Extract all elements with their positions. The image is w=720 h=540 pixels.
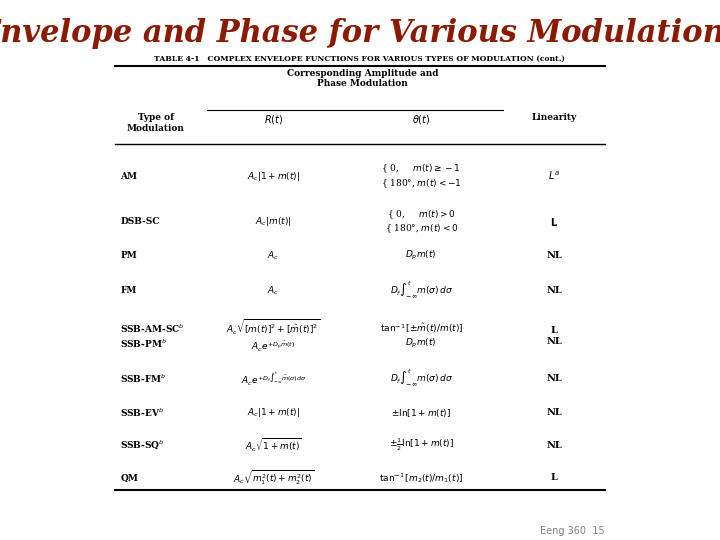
Text: $\pm\ln[1 + m(t)]$: $\pm\ln[1 + m(t)]$ (391, 407, 451, 419)
Text: $A_c e^{+D_f\int_{-\infty}^{t}\hat{m}(\sigma)d\sigma}$: $A_c e^{+D_f\int_{-\infty}^{t}\hat{m}(\s… (240, 369, 306, 388)
Text: $\mathbf{L}$: $\mathbf{L}$ (550, 216, 558, 228)
Text: $A_c|m(t)|$: $A_c|m(t)|$ (255, 215, 292, 228)
Text: $\tan^{-1}[\pm\hat{m}(t)/m(t)]$
$D_p m(t)$: $\tan^{-1}[\pm\hat{m}(t)/m(t)]$ $D_p m(t… (379, 322, 463, 350)
Text: $A_c\sqrt{m_1^2(t)+m_2^2(t)}$: $A_c\sqrt{m_1^2(t)+m_2^2(t)}$ (233, 469, 314, 487)
Text: $D_p m(t)$: $D_p m(t)$ (405, 249, 437, 262)
Text: SSB-SQ$^b$: SSB-SQ$^b$ (120, 439, 165, 451)
Text: NL: NL (546, 374, 562, 383)
Text: $A_c$: $A_c$ (267, 249, 279, 262)
Text: { 0,     $m(t) > 0$
{ 180°, $m(t) < 0$: { 0, $m(t) > 0$ { 180°, $m(t) < 0$ (384, 208, 458, 235)
Text: Corresponding Amplitude and
Phase Modulation: Corresponding Amplitude and Phase Modula… (287, 69, 438, 88)
Text: PM: PM (120, 251, 137, 260)
Text: $A_c\sqrt{[m(t)]^2+[\hat{m}(t)]^2}$
$A_c e^{+D_p\hat{m}(t)}$: $A_c\sqrt{[m(t)]^2+[\hat{m}(t)]^2}$ $A_c… (226, 318, 320, 354)
Text: L
NL: L NL (546, 326, 562, 346)
Text: NL: NL (546, 441, 562, 450)
Text: L: L (551, 474, 557, 482)
Text: AM: AM (120, 172, 137, 181)
Text: Type of
Modulation: Type of Modulation (127, 113, 185, 132)
Text: $\pm\frac{1}{2}\ln[1 + m(t)]$: $\pm\frac{1}{2}\ln[1 + m(t)]$ (389, 437, 454, 454)
Text: $\tan^{-1}[m_2(t)/m_1(t)]$: $\tan^{-1}[m_2(t)/m_1(t)]$ (379, 471, 464, 485)
Text: $R(t)$: $R(t)$ (264, 113, 283, 126)
Text: $L^a$: $L^a$ (548, 170, 560, 183)
Text: { 0,     $m(t) \geq -1$
{ 180°, $m(t) < -1$: { 0, $m(t) \geq -1$ { 180°, $m(t) < -1$ (381, 163, 462, 190)
Text: TABLE 4-1   COMPLEX ENVELOPE FUNCTIONS FOR VARIOUS TYPES OF MODULATION (cont.): TABLE 4-1 COMPLEX ENVELOPE FUNCTIONS FOR… (155, 55, 565, 63)
Text: SSB-FM$^b$: SSB-FM$^b$ (120, 372, 166, 384)
Text: SSB-EV$^b$: SSB-EV$^b$ (120, 407, 164, 419)
Text: $D_f \int_{-\infty}^{t} m(\sigma)\, d\sigma$: $D_f \int_{-\infty}^{t} m(\sigma)\, d\si… (390, 280, 453, 301)
Text: $A_c|1 + m(t)|$: $A_c|1 + m(t)|$ (246, 170, 300, 183)
Text: DSB-SC: DSB-SC (120, 218, 160, 226)
Text: NL: NL (546, 251, 562, 260)
Text: NL: NL (546, 408, 562, 417)
Text: Linearity: Linearity (531, 113, 577, 122)
Text: SSB-AM-SC$^b$
SSB-PM$^b$: SSB-AM-SC$^b$ SSB-PM$^b$ (120, 322, 184, 349)
Text: $D_f \int_{-\infty}^{t} m(\sigma)\, d\sigma$: $D_f \int_{-\infty}^{t} m(\sigma)\, d\si… (390, 368, 453, 389)
Text: Envelope and Phase for Various Modulations: Envelope and Phase for Various Modulatio… (0, 17, 720, 49)
Text: FM: FM (120, 286, 137, 295)
Text: NL: NL (546, 286, 562, 295)
Text: $\theta(t)$: $\theta(t)$ (412, 113, 431, 126)
Text: QM: QM (120, 474, 138, 482)
Text: $A_c\sqrt{1 + m(t)}$: $A_c\sqrt{1 + m(t)}$ (245, 437, 302, 454)
Text: $A_c|1 + m(t)|$: $A_c|1 + m(t)|$ (246, 407, 300, 420)
Text: Eeng 360  15: Eeng 360 15 (540, 526, 605, 536)
Text: $A_c$: $A_c$ (267, 284, 279, 296)
